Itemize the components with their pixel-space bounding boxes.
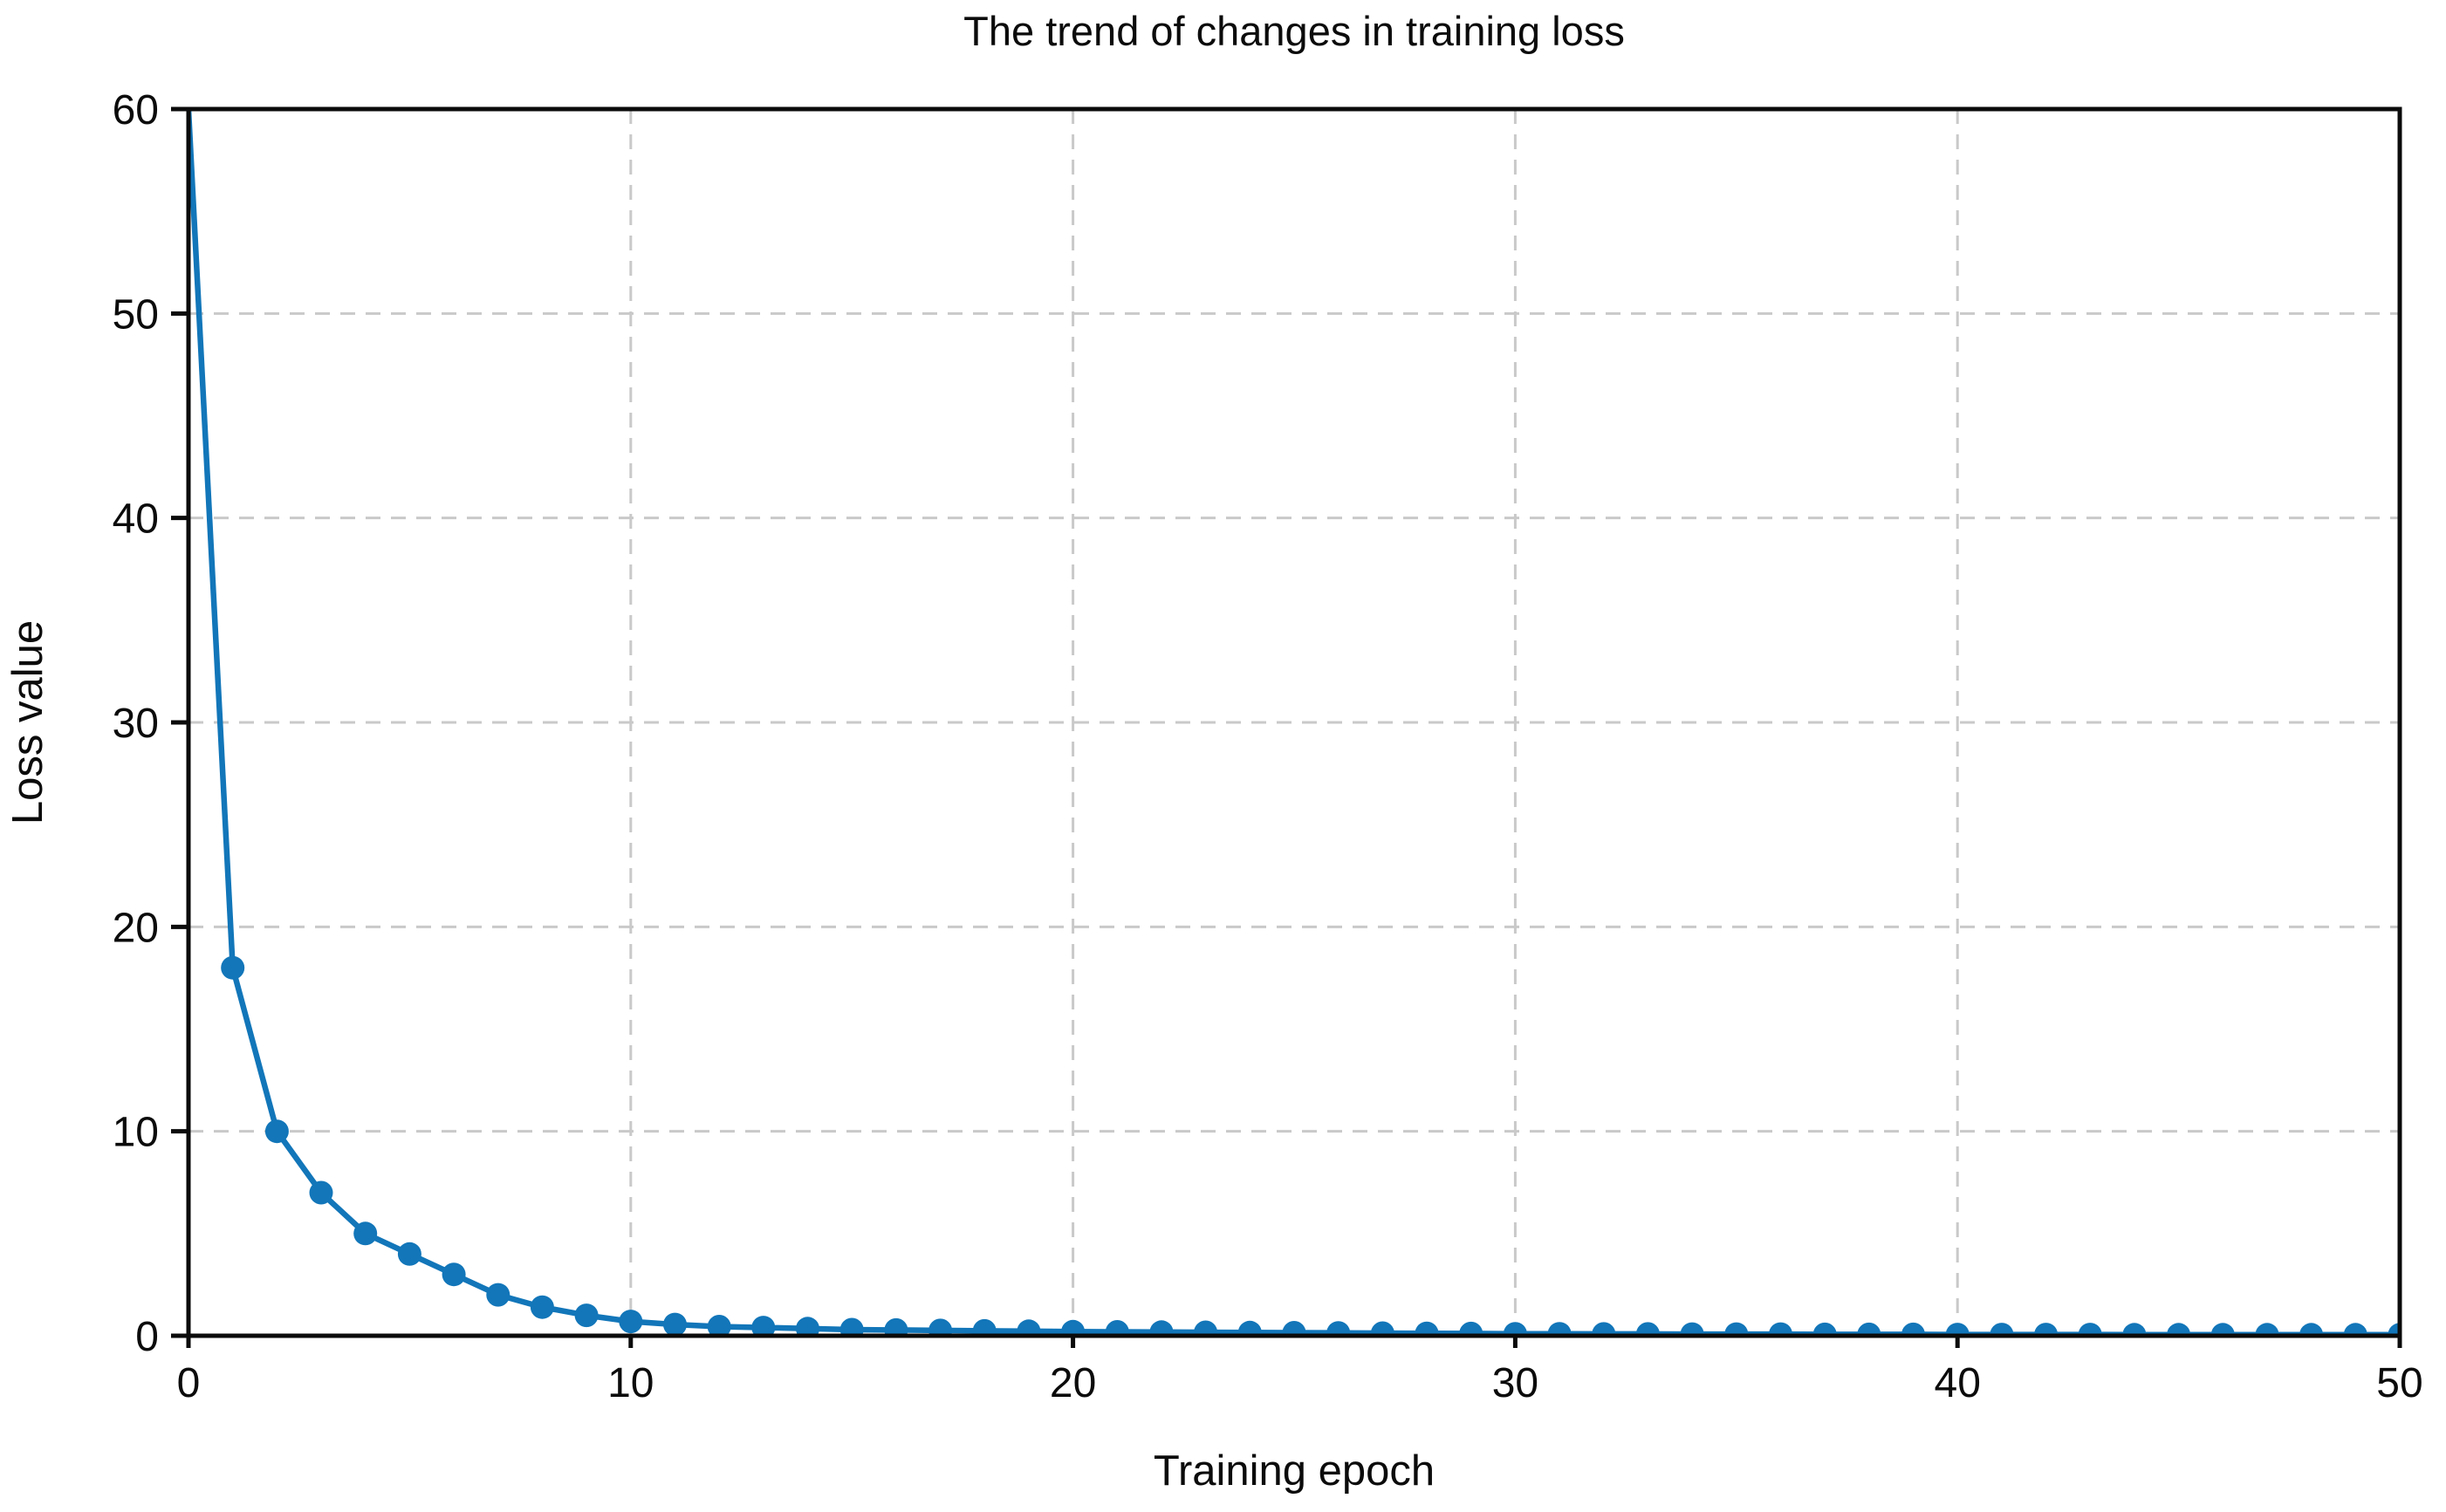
x-tick-label: 10 xyxy=(607,1360,654,1406)
y-tick-label: 50 xyxy=(113,291,159,338)
data-point-marker xyxy=(2343,1323,2367,1336)
data-point-marker xyxy=(2122,1323,2147,1336)
data-point-marker xyxy=(574,1303,599,1328)
data-point-marker xyxy=(2078,1323,2102,1336)
data-point-marker xyxy=(2255,1323,2279,1336)
data-point-marker xyxy=(1017,1319,1041,1336)
data-point-marker xyxy=(1459,1321,1483,1336)
data-point-marker xyxy=(1901,1322,1925,1336)
x-axis-label: Training epoch xyxy=(1154,1447,1435,1495)
data-point-marker xyxy=(353,1221,378,1246)
data-point-marker xyxy=(751,1316,776,1336)
y-tick-label: 30 xyxy=(113,701,159,747)
tick-label-layer: 0 10 20 30 40 50 60 0 10 20 30 40 50 xyxy=(113,87,2423,1406)
data-point-marker xyxy=(397,1242,421,1266)
data-point-marker xyxy=(442,1262,466,1287)
x-tick-label: 50 xyxy=(2376,1360,2422,1406)
data-point-marker xyxy=(264,1119,289,1144)
data-point-marker xyxy=(1061,1319,1086,1336)
data-point-marker xyxy=(1194,1320,1218,1336)
data-point-marker xyxy=(486,1283,510,1307)
y-tick-label: 10 xyxy=(113,1110,159,1156)
data-point-marker xyxy=(2167,1323,2191,1336)
data-point-marker xyxy=(1635,1322,1660,1336)
data-point-marker xyxy=(2299,1323,2324,1336)
data-point-marker xyxy=(663,1312,687,1336)
data-point-marker xyxy=(1237,1320,1262,1336)
x-tick-label: 40 xyxy=(1935,1360,1981,1406)
y-tick-label: 0 xyxy=(135,1314,159,1360)
data-point-marker xyxy=(1149,1320,1174,1336)
data-point-marker xyxy=(972,1318,997,1336)
data-point-marker xyxy=(530,1295,554,1319)
data-point-marker xyxy=(1857,1322,1881,1336)
y-axis-label: Loss value xyxy=(4,620,51,824)
y-tick-label: 20 xyxy=(113,905,159,951)
data-point-marker xyxy=(1812,1322,1837,1336)
data-point-marker xyxy=(1990,1323,2014,1336)
data-point-marker xyxy=(1547,1322,1572,1336)
data-point-marker xyxy=(1326,1321,1351,1336)
data-point-marker xyxy=(2210,1323,2235,1336)
data-point-marker xyxy=(1680,1322,1704,1336)
data-point-marker xyxy=(309,1180,333,1205)
data-point-marker xyxy=(1592,1322,1616,1336)
data-point-marker xyxy=(2388,1323,2400,1336)
grid-layer xyxy=(188,109,2400,1336)
loss-series xyxy=(188,109,2400,1336)
data-layer xyxy=(188,109,2400,1336)
data-point-marker xyxy=(1370,1321,1394,1336)
data-point-marker xyxy=(928,1318,953,1336)
x-tick-label: 0 xyxy=(177,1360,201,1406)
data-point-marker xyxy=(619,1310,643,1334)
plot-border xyxy=(186,106,2402,1338)
data-point-marker xyxy=(1945,1323,1970,1336)
data-point-marker xyxy=(884,1317,908,1336)
x-tick-label: 30 xyxy=(1492,1360,1538,1406)
data-point-marker xyxy=(1282,1321,1306,1336)
data-point-marker xyxy=(1503,1322,1527,1336)
data-point-marker xyxy=(1769,1322,1792,1336)
chart-title: The trend of changes in training loss xyxy=(963,8,1625,54)
tick-layer xyxy=(171,106,2402,1348)
data-point-marker xyxy=(2034,1323,2059,1336)
y-tick-label: 40 xyxy=(113,496,159,543)
data-point-marker xyxy=(707,1315,731,1336)
data-point-marker xyxy=(221,955,245,980)
y-tick-label: 60 xyxy=(113,87,159,133)
axes-spines xyxy=(186,106,2402,1338)
data-point-marker xyxy=(1415,1321,1439,1336)
data-point-marker xyxy=(1105,1320,1129,1336)
x-tick-label: 20 xyxy=(1050,1360,1096,1406)
data-point-marker xyxy=(839,1317,864,1336)
data-point-marker xyxy=(796,1317,819,1336)
data-point-marker xyxy=(1724,1322,1749,1336)
